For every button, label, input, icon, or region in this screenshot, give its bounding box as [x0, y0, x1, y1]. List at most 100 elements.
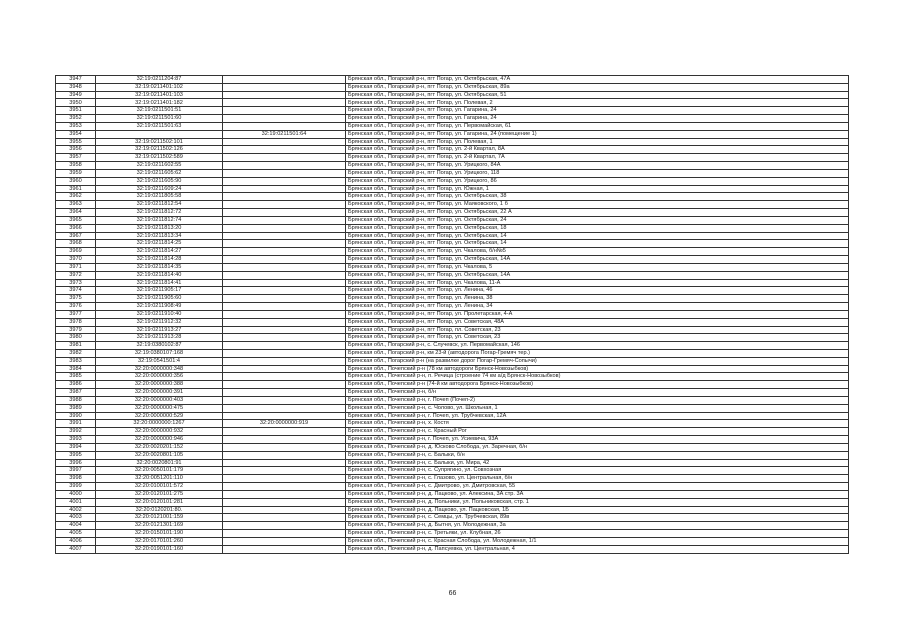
previous-cadastral-number-cell — [222, 513, 346, 523]
address-cell: Брянская обл., Погарский р-н, пгт Погар,… — [345, 145, 849, 155]
address-cell: Брянская обл., Почепский р-н, с. Дмитров… — [345, 482, 849, 491]
address-cell: Брянская обл., Погарский р-н, пгт Погар,… — [345, 114, 849, 123]
address-cell: Брянская обл., Почепский р-н, д. Польник… — [345, 497, 849, 507]
previous-cadastral-number-cell — [222, 544, 346, 554]
cadastral-number-cell: 32:20:0121301:169 — [95, 521, 223, 531]
address-cell: Брянская обл., Почепский р-н (74-й км ав… — [345, 380, 849, 390]
previous-cadastral-number-cell — [222, 184, 346, 194]
address-cell: Брянская обл., Почепский р-н, г. Почеп, … — [345, 411, 849, 421]
address-cell: Брянская обл., Погарский р-н, пгт Погар,… — [345, 184, 849, 194]
previous-cadastral-number-cell — [222, 411, 346, 421]
row-number-cell: 3999 — [55, 482, 96, 491]
row-number-cell: 3952 — [55, 114, 96, 123]
table-row: 3961 32:19:0211609:24 Брянская обл., Погар… — [55, 184, 849, 194]
address-cell: Брянская обл., Погарский р-н, пгт Погар,… — [345, 176, 849, 186]
previous-cadastral-number-cell — [222, 427, 346, 437]
address-cell: Брянская обл., Почепский р-н, б/н — [345, 388, 849, 397]
previous-cadastral-number-cell — [222, 302, 346, 311]
address-cell: Брянская обл., Почепский р-н, г. Почеп, … — [345, 435, 849, 444]
previous-cadastral-number-cell — [222, 286, 346, 296]
row-number-cell: 3982 — [55, 348, 96, 358]
cadastral-number-cell: 32:19:0211814:41 — [95, 278, 223, 288]
row-number-cell: 3964 — [55, 208, 96, 217]
table-row: 3977 32:19:0211910:40 Брянская обл., Погар… — [55, 309, 849, 319]
address-cell: Брянская обл., Погарский р-н, пгт Погар,… — [345, 90, 849, 100]
previous-cadastral-number-cell — [222, 208, 346, 217]
address-cell: Брянская обл., Погарский р-н, пгт Погар,… — [345, 262, 849, 272]
table-row: 3972 32:19:0211814:40 Брянская обл., Погар… — [55, 270, 849, 280]
address-cell: Брянская обл., Погарский р-н, пгт Погар,… — [345, 333, 849, 343]
cadastral-number-cell: 32:19:0211813:20 — [95, 223, 223, 233]
address-cell: Брянская обл., Почепский р-н, д. Пацково… — [345, 489, 849, 499]
row-number-cell: 3950 — [55, 98, 96, 108]
table-row: 3981 32:19:0380102:87 Брянская обл., Погар… — [55, 341, 849, 350]
cadastral-number-cell: 32:20:0000000:388 — [95, 380, 223, 390]
row-number-cell: 3995 — [55, 450, 96, 460]
address-cell: Брянская обл., Погарский р-н, пгт Погар,… — [345, 223, 849, 233]
row-number-cell: 4002 — [55, 505, 96, 515]
previous-cadastral-number-cell — [222, 278, 346, 288]
table-row: 3953 32:19:0211501:63 Брянская обл., Погар… — [55, 121, 849, 131]
table-row: 3978 32:19:0211912:32 Брянская обл., Погар… — [55, 317, 849, 327]
cadastral-number-cell: 32:19:0211502:126 — [95, 145, 223, 155]
address-cell: Брянская обл., Погарский р-н, пгт Погар,… — [345, 75, 849, 84]
previous-cadastral-number-cell — [222, 388, 346, 397]
row-number-cell: 3981 — [55, 341, 96, 350]
address-cell: Брянская обл., Погарский р-н, пгт Погар,… — [345, 129, 849, 139]
row-number-cell: 3975 — [55, 294, 96, 304]
previous-cadastral-number-cell — [222, 192, 346, 202]
cadastral-number-cell: 32:20:0000000:391 — [95, 388, 223, 397]
table-row: 3948 32:19:0211401:102 Брянская обл., Пога… — [55, 82, 849, 92]
table-row: 3992 32:20:0000000:932 Брянская обл., Поче… — [55, 427, 849, 437]
previous-cadastral-number-cell — [222, 82, 346, 92]
cadastral-number-cell: 32:20:0120101:281 — [95, 497, 223, 507]
cadastral-number-cell: 32:19:0211905:17 — [95, 286, 223, 296]
table-row: 3976 32:19:0211908:49 Брянская обл., Погар… — [55, 302, 849, 311]
address-cell: Брянская обл., Почепский р-н, с. Супряги… — [345, 466, 849, 476]
table-row: 3958 32:19:0211602:55 Брянская обл., Погар… — [55, 161, 849, 170]
table-row: 4003 32:20:0121001:159 Брянская обл., Поче… — [55, 513, 849, 523]
cadastral-number-cell: 32:19:0211605:62 — [95, 168, 223, 178]
table-row: 3957 32:19:0211502:589 Брянская обл., Пога… — [55, 153, 849, 163]
row-number-cell: 3986 — [55, 380, 96, 390]
row-number-cell: 4001 — [55, 497, 96, 507]
table-row: 4001 32:20:0120101:281 Брянская обл., Поче… — [55, 497, 849, 507]
cadastral-number-cell: 32:19:0211805:58 — [95, 192, 223, 202]
address-cell: Брянская обл., Почепский р-н, с. Чолово,… — [345, 403, 849, 413]
previous-cadastral-number-cell — [222, 90, 346, 100]
table-row: 3999 32:20:0100101:572 Брянская обл., Поче… — [55, 482, 849, 491]
address-cell: Брянская обл., Погарский р-н, пгт Погар,… — [345, 325, 849, 335]
cadastral-number-cell: 32:19:0211913:28 — [95, 333, 223, 343]
address-cell: Брянская обл., Погарский р-н, пгт Погар,… — [345, 98, 849, 108]
row-number-cell: 4004 — [55, 521, 96, 531]
row-number-cell: 3959 — [55, 168, 96, 178]
row-number-cell: 3967 — [55, 231, 96, 241]
cadastral-number-cell: 32:20:0190101:160 — [95, 544, 223, 554]
previous-cadastral-number-cell — [222, 98, 346, 108]
previous-cadastral-number-cell — [222, 145, 346, 155]
address-cell: Брянская обл., Почепский р-н, с. Глазово… — [345, 474, 849, 484]
row-number-cell: 3957 — [55, 153, 96, 163]
address-cell: Брянская обл., Почепский р-н, с. Красная… — [345, 536, 849, 546]
address-cell: Брянская обл., Погарский р-н, пгт Погар,… — [345, 255, 849, 264]
row-number-cell: 3978 — [55, 317, 96, 327]
row-number-cell: 3961 — [55, 184, 96, 194]
previous-cadastral-number-cell — [222, 317, 346, 327]
previous-cadastral-number-cell — [222, 372, 346, 382]
row-number-cell: 3971 — [55, 262, 96, 272]
address-cell: Брянская обл., Почепский р-н, с. Балыки,… — [345, 450, 849, 460]
cadastral-number-cell: 32:19:0211401:182 — [95, 98, 223, 108]
cadastral-number-cell: 32:19:0211602:55 — [95, 161, 223, 170]
address-cell: Брянская обл., Погарский р-н, пгт Погар,… — [345, 286, 849, 296]
row-number-cell: 3968 — [55, 239, 96, 249]
cadastral-number-cell: 32:20:0120201:80. — [95, 505, 223, 515]
table-row: 3990 32:20:0000000:529 Брянская обл., Поче… — [55, 411, 849, 421]
cadastral-number-cell: 32:20:0000000:403 — [95, 395, 223, 405]
previous-cadastral-number-cell — [222, 450, 346, 460]
table-row: 4004 32:20:0121301:169 Брянская обл., Поче… — [55, 521, 849, 531]
table-row: 3952 32:19:0211501:60 Брянская обл., Погар… — [55, 114, 849, 123]
previous-cadastral-number-cell — [222, 262, 346, 272]
table-row: 3971 32:19:0211814:35 Брянская обл., Погар… — [55, 262, 849, 272]
table-row: 3960 32:19:0211605:90 Брянская обл., Погар… — [55, 176, 849, 186]
table-row: 3989 32:20:0000000:475 Брянская обл., Поче… — [55, 403, 849, 413]
